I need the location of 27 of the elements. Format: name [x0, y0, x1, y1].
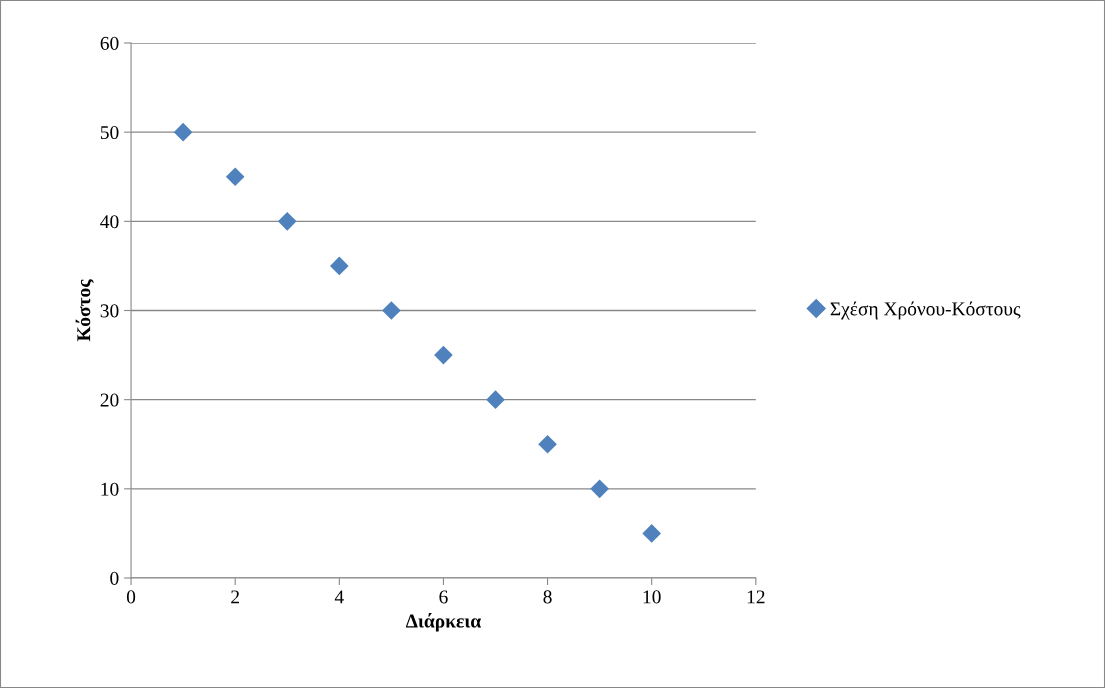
x-tick-label: 12	[747, 590, 765, 604]
y-axis-title: Κόστος	[75, 279, 94, 342]
point	[382, 301, 401, 320]
point	[277, 212, 297, 231]
x-tick-label: 2	[231, 590, 239, 604]
y-tick-label: 10	[101, 482, 119, 496]
x-axis-title: Διάρκεια	[405, 612, 481, 632]
y-tick-label: 40	[100, 215, 119, 229]
point	[642, 524, 662, 543]
x-tick-label: 10	[643, 590, 661, 604]
x-tick-label: 6	[439, 590, 448, 604]
y-tick-label: 30	[100, 304, 119, 318]
point	[225, 167, 245, 187]
y-tick-label: 0	[110, 571, 119, 585]
y-tick-label: 20	[100, 393, 119, 407]
y-tick-label: 60	[100, 36, 119, 50]
point	[538, 434, 557, 454]
legend-label: Σχέση Χρόνου-Κόστους	[830, 301, 1021, 320]
x-tick-label: 4	[334, 590, 344, 604]
point	[590, 479, 609, 499]
point	[434, 345, 453, 365]
x-tick-label: 0	[126, 590, 136, 604]
point	[486, 390, 505, 409]
point	[173, 122, 193, 142]
y-tick-label: 50	[100, 125, 119, 140]
point	[329, 256, 349, 276]
x-tick-label: 8	[543, 590, 552, 604]
